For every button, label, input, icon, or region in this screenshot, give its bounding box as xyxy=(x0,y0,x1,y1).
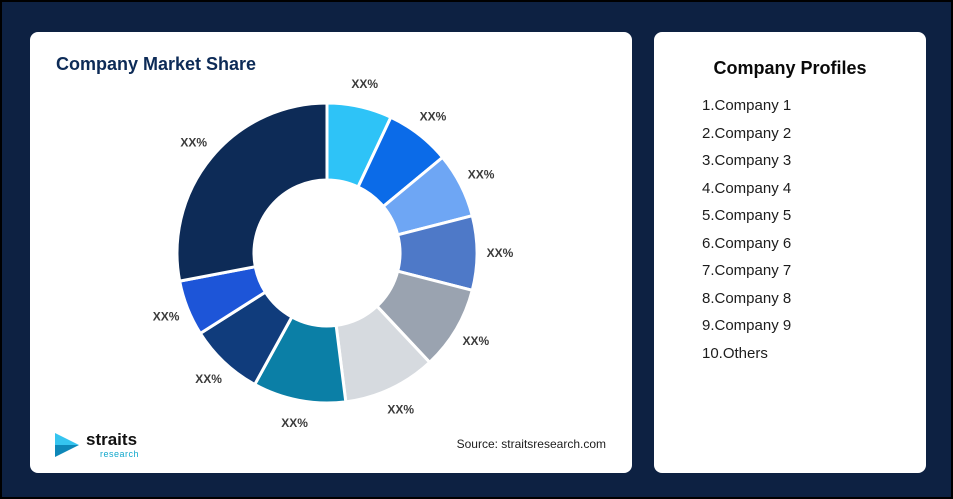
slice-label: XX% xyxy=(195,372,222,386)
list-item: 6.Company 6 xyxy=(702,234,792,252)
slice-label: XX% xyxy=(420,109,447,123)
list-item: 9.Company 9 xyxy=(702,317,792,334)
slice-label: XX% xyxy=(487,246,514,260)
slice-label: XX% xyxy=(468,168,495,182)
list-item: 2.Company 2 xyxy=(702,124,792,142)
profiles-title: Company Profiles xyxy=(713,58,867,78)
company-profiles-list: 1.Company 1 2.Company 2 3.Company 3 4.Co… xyxy=(654,97,926,362)
list-item: 8.Company 8 xyxy=(702,289,792,307)
list-item: 7.Company 7 xyxy=(702,262,792,279)
list-item: 4.Company 4 xyxy=(702,179,792,197)
slice-label: XX% xyxy=(351,77,378,91)
straits-logo-icon xyxy=(55,433,79,457)
list-item: 10.Others xyxy=(702,344,768,362)
logo-text: straits research xyxy=(86,431,139,459)
source-attribution: Source: straitsresearch.com xyxy=(456,437,606,451)
straits-research-logo: straits research xyxy=(54,431,139,459)
slice-label: XX% xyxy=(281,416,308,430)
chart-title: Company Market Share xyxy=(56,54,257,74)
slice-label: XX% xyxy=(180,136,207,150)
logo-brand-text: straits xyxy=(86,430,138,449)
market-share-card: Company Market Share XX% XX% XX% XX% XX% XX% X… xyxy=(30,32,632,473)
company-profiles-card: Company Profiles 1.Company 1 2.Company 2… xyxy=(654,32,926,473)
slice-label: XX% xyxy=(387,403,414,417)
logo-sub-brand-text: research xyxy=(100,449,140,459)
list-item: 1.Company 1 xyxy=(702,97,792,114)
list-item: 3.Company 3 xyxy=(702,152,792,169)
slice-label: XX% xyxy=(463,334,490,348)
slice-label: XX% xyxy=(153,310,180,324)
market-share-donut-chart: XX% XX% XX% XX% XX% XX% XX% XX% XX% XX% xyxy=(153,77,514,430)
donut-slice-others xyxy=(175,101,329,283)
list-item: 5.Company 5 xyxy=(702,207,792,224)
